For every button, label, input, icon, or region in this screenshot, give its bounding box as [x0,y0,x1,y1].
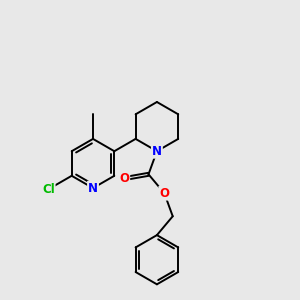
Text: N: N [152,145,162,158]
Text: Cl: Cl [42,183,55,196]
Text: O: O [159,187,169,200]
Text: O: O [119,172,129,185]
Text: N: N [88,182,98,195]
